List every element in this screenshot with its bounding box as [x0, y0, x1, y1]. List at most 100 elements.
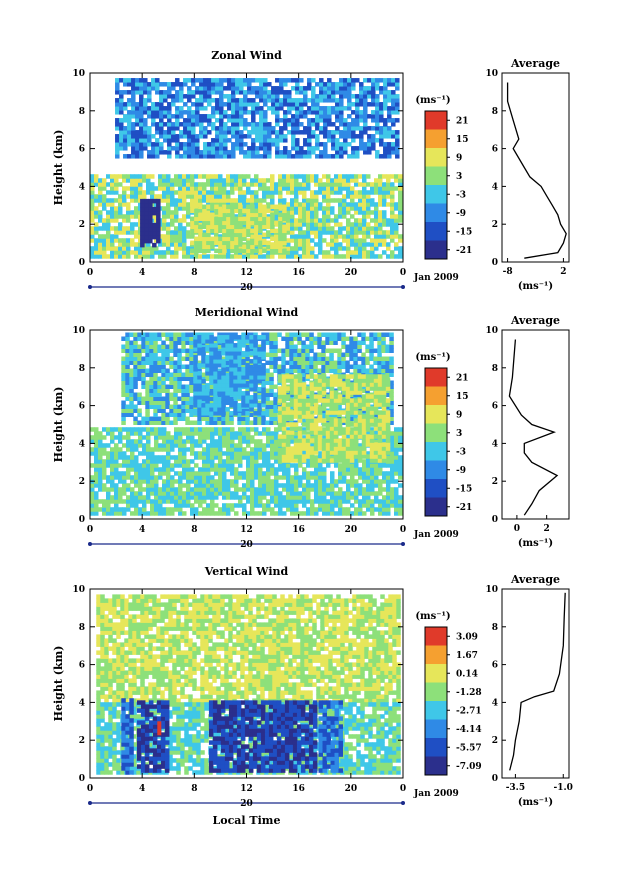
day-label: 20: [240, 799, 253, 809]
colorbar-frame: [424, 367, 448, 517]
x-tick-label: 12: [240, 784, 253, 794]
x-tick-label: 20: [345, 525, 358, 535]
y-tick-label: 0: [79, 258, 85, 268]
colorbar-unit: (ms⁻¹): [415, 611, 450, 622]
chart-title: Vertical Wind: [204, 565, 289, 578]
x-tick-label: 20: [345, 268, 358, 278]
colorbar-tick-label: -15: [456, 484, 472, 494]
colorbar-segment: [425, 405, 447, 424]
colorbar-unit: (ms⁻¹): [415, 95, 450, 106]
average-y-tick-label: 6: [492, 402, 498, 412]
colorbar-tick-label: -4.14: [456, 725, 482, 735]
average-x-tick-label: -8: [503, 267, 513, 277]
average-xlabel: (ms⁻¹): [518, 281, 553, 292]
heatmap-field: [96, 594, 401, 775]
y-axis-label: Height (km): [52, 646, 65, 722]
day-bar-end: [401, 285, 405, 289]
colorbar-segment: [425, 497, 447, 517]
colorbar-segment: [425, 627, 447, 646]
y-tick-label: 8: [79, 107, 85, 117]
x-tick-label: 8: [191, 268, 197, 278]
day-bar-end: [88, 801, 92, 805]
average-xlabel: (ms⁻¹): [518, 538, 553, 549]
colorbar-tick-label: 3: [456, 172, 462, 182]
average-y-tick-label: 10: [485, 69, 498, 79]
average-y-tick-label: 4: [492, 182, 498, 192]
colorbar-segment: [425, 682, 447, 702]
colorbar-tick-label: 3: [456, 429, 462, 439]
colorbar-unit: (ms⁻¹): [415, 352, 450, 363]
x-tick-label: 20: [345, 784, 358, 794]
x-tick-label: 12: [240, 525, 253, 535]
average-y-tick-label: 8: [492, 364, 498, 374]
colorbar-segment: [425, 148, 447, 167]
y-tick-label: 4: [79, 182, 85, 192]
colorbar-tick-label: 0.14: [456, 669, 478, 679]
x-tick-label: 8: [191, 784, 197, 794]
average-y-tick-label: 10: [485, 585, 498, 595]
y-tick-label: 6: [79, 661, 85, 671]
chart-panel: Meridional Wind 0 2 4 6 8 10 Height (km) 0 4 8 12 16…: [52, 306, 570, 550]
y-tick-label: 10: [72, 326, 85, 336]
average-profile-line: [506, 82, 567, 259]
heatmap-field: [90, 78, 403, 259]
colorbar-segment: [425, 738, 447, 757]
average-y-tick-label: 6: [492, 145, 498, 155]
y-tick-label: 6: [79, 145, 85, 155]
day-bar-end: [401, 801, 405, 805]
colorbar-tick-label: 15: [456, 135, 469, 145]
average-frame: [501, 72, 570, 263]
colorbar-segment: [425, 719, 447, 739]
y-axis-label: Height (km): [52, 130, 65, 206]
colorbar-frame: [424, 626, 448, 776]
day-label: 20: [240, 283, 253, 293]
average-y-tick-label: 4: [492, 698, 498, 708]
x-tick-label: 4: [139, 784, 145, 794]
y-tick-label: 4: [79, 439, 85, 449]
x-tick-label: 12: [240, 268, 253, 278]
colorbar-segment: [425, 442, 447, 461]
y-tick-label: 8: [79, 623, 85, 633]
colorbar-segment: [425, 240, 447, 260]
average-title: Average: [510, 57, 560, 70]
y-tick-label: 6: [79, 402, 85, 412]
colorbar-tick-label: 15: [456, 392, 469, 402]
colorbar-segment: [425, 166, 447, 186]
average-y-tick-label: 8: [492, 107, 498, 117]
colorbar-segment: [425, 756, 447, 776]
average-x-tick-label: 2: [560, 267, 566, 277]
average-y-tick-label: 0: [492, 515, 498, 525]
x-tick-label: 4: [139, 268, 145, 278]
colorbar-segment: [425, 664, 447, 683]
y-tick-label: 10: [72, 585, 85, 595]
date-label: Jan 2009: [413, 273, 459, 283]
x-tick-label: 16: [292, 784, 305, 794]
x-axis-label: Local Time: [213, 814, 281, 827]
x-tick-label: 16: [292, 268, 305, 278]
colorbar-segment: [425, 111, 447, 130]
x-tick-label: 0: [87, 784, 93, 794]
y-tick-label: 10: [72, 69, 85, 79]
colorbar-segment: [425, 479, 447, 498]
chart-title: Meridional Wind: [195, 306, 299, 319]
average-x-tick-label: -1.0: [554, 783, 573, 793]
day-label: 20: [240, 540, 253, 550]
average-y-tick-label: 2: [492, 736, 498, 746]
average-y-tick-label: 6: [492, 661, 498, 671]
colorbar-tick-label: 9: [456, 410, 462, 420]
colorbar-tick-label: 21: [456, 116, 469, 126]
colorbar-tick-label: 1.67: [456, 651, 478, 661]
chart-panel: Zonal Wind 0 2 4 6 8 10 Height (km) 0 4 8 12 16 20 0 20…: [52, 49, 570, 293]
average-title: Average: [510, 314, 560, 327]
average-y-tick-label: 0: [492, 258, 498, 268]
chart-title: Zonal Wind: [211, 49, 282, 62]
day-bar-end: [88, 542, 92, 546]
x-tick-label: 0: [400, 268, 406, 278]
colorbar-tick-label: -3: [456, 190, 466, 200]
heatmap-field: [90, 332, 403, 516]
colorbar-tick-label: -21: [456, 503, 472, 513]
average-y-tick-label: 10: [485, 326, 498, 336]
colorbar-tick-label: -15: [456, 227, 472, 237]
